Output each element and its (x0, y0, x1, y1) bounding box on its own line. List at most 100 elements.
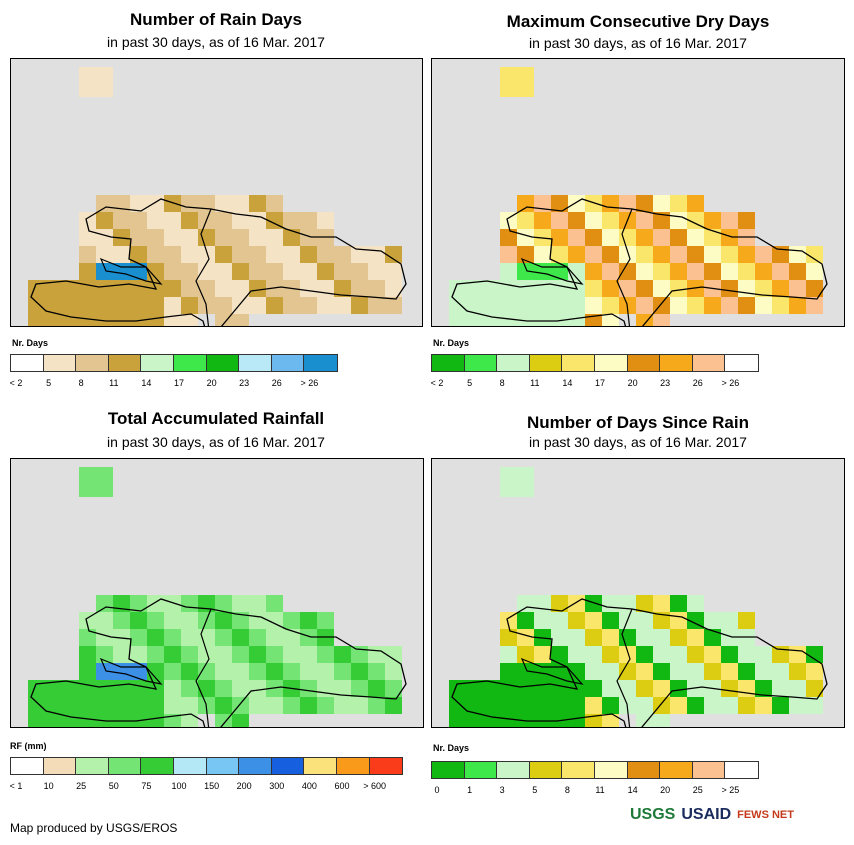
map-pixel (300, 697, 317, 714)
panel-1-title: Number of Rain Days (130, 10, 302, 29)
map-pixel (181, 663, 198, 680)
map-pixel (806, 263, 823, 280)
map-pixel (551, 280, 568, 297)
legend-tick: 14 (141, 378, 152, 388)
panel-2-legend-bar (431, 354, 759, 372)
map-pixel (687, 195, 704, 212)
map-pixel (317, 612, 334, 629)
map-pixel (113, 314, 130, 326)
map-pixel (551, 595, 568, 612)
map-pixel (568, 612, 585, 629)
map-pixel (215, 595, 232, 612)
map-pixel (653, 195, 670, 212)
map-pixel (283, 246, 300, 263)
map-pixel (721, 680, 738, 697)
map-pixel (147, 263, 164, 280)
map-pixel (96, 663, 113, 680)
legend-swatch (497, 355, 530, 371)
map-pixel (232, 280, 249, 297)
map-pixel (300, 297, 317, 314)
map-pixel (181, 280, 198, 297)
map-pixel (653, 246, 670, 263)
panel-1-legend-bar (10, 354, 338, 372)
legend-swatch (173, 355, 207, 371)
map-pixel (500, 229, 517, 246)
total-rainfall-map (10, 458, 424, 728)
legend-swatch (529, 355, 563, 371)
map-pixel (653, 612, 670, 629)
map-pixel (215, 280, 232, 297)
legend-swatch (11, 355, 44, 371)
map-pixel (130, 595, 147, 612)
map-pixel (636, 714, 653, 727)
map-pixel (351, 697, 368, 714)
legend-swatch (108, 758, 142, 774)
legend-tick: 11 (595, 785, 605, 795)
map-pixel (738, 646, 755, 663)
legend-tick: 11 (530, 378, 540, 388)
map-pixel (653, 680, 670, 697)
map-pixel (147, 697, 164, 714)
map-pixel (334, 280, 351, 297)
map-pixel (300, 246, 317, 263)
legend-swatch (271, 758, 305, 774)
map-pixel (181, 212, 198, 229)
map-pixel (585, 229, 602, 246)
map-pixel (181, 646, 198, 663)
map-pixel (636, 646, 653, 663)
map-pixel (351, 280, 368, 297)
map-pixel (806, 663, 823, 680)
map-pixel (164, 680, 181, 697)
map-pixel (500, 646, 517, 663)
map-pixel (368, 697, 385, 714)
map-pixel (385, 663, 402, 680)
haiti-dr-border (616, 608, 633, 727)
map-pixel (130, 212, 147, 229)
hispaniola-coastline (451, 598, 828, 727)
map-pixel (500, 663, 517, 680)
map-pixel (249, 280, 266, 297)
map-pixel (721, 629, 738, 646)
legend-swatch (594, 762, 628, 778)
map-pixel (232, 595, 249, 612)
map-pixel (517, 297, 534, 314)
map-pixel (249, 663, 266, 680)
legend-tick: 75 (141, 781, 152, 791)
legend-tick: 8 (78, 378, 84, 388)
legend-swatch (304, 758, 337, 774)
legend-tick: 20 (627, 378, 638, 388)
map-pixel (215, 714, 232, 727)
map-pixel (517, 629, 534, 646)
map-pixel (368, 297, 385, 314)
map-pixel (568, 212, 585, 229)
map-pixel (300, 663, 317, 680)
map-pixel (619, 629, 636, 646)
map-pixel (789, 680, 806, 697)
map-pixel (602, 663, 619, 680)
map-pixel (636, 680, 653, 697)
map-pixel (28, 697, 45, 714)
map-pixel (215, 663, 232, 680)
map-pixel (96, 195, 113, 212)
map-pixel (266, 646, 283, 663)
map-pixel (619, 280, 636, 297)
legend-swatch (725, 355, 758, 371)
panel-1-subtitle: in past 30 days, as of 16 Mar. 2017 (107, 34, 325, 50)
panel-3-title: Total Accumulated Rainfall (107, 409, 325, 428)
map-pixel (266, 612, 283, 629)
legend-swatch (108, 355, 142, 371)
gonave-island-outline (520, 657, 584, 685)
map-pixel (602, 195, 619, 212)
map-pixel (704, 663, 721, 680)
map-pixel (385, 263, 402, 280)
hispaniola-coastline (30, 598, 407, 727)
map-pixel (619, 663, 636, 680)
map-pixel (113, 680, 130, 697)
map-pixel (79, 246, 96, 263)
map-pixel (351, 646, 368, 663)
map-pixel (215, 314, 232, 326)
map-pixel (147, 663, 164, 680)
max-dry-days-map (431, 58, 845, 327)
fews-net-logo: FEWS NET (737, 809, 794, 821)
legend-tick: 600 (334, 781, 350, 791)
